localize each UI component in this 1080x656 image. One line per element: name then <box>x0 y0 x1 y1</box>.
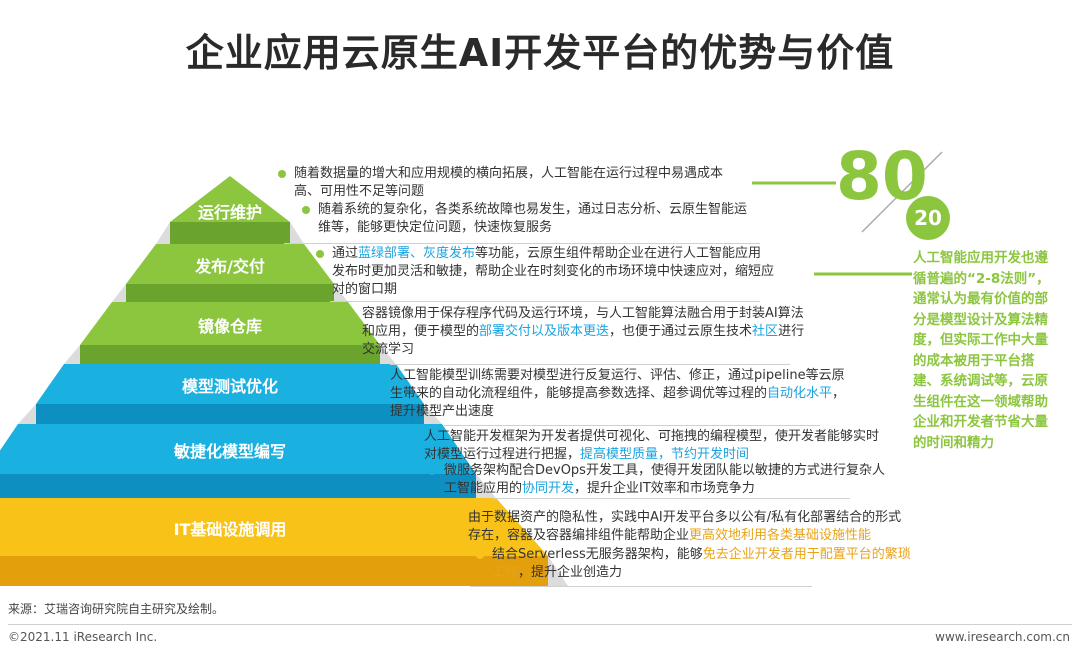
tier-description: 人工智能模型训练需要对模型进行反复运行、评估、修正，通过pipeline等云原生… <box>390 367 846 421</box>
highlight-text: 提高模型质量，节约开发时间 <box>580 447 750 462</box>
pyramid-tier-band <box>80 345 380 364</box>
pyramid-tier-band <box>0 556 548 586</box>
page-title: 企业应用云原生AI开发平台的优势与价值 <box>185 31 895 75</box>
rule-name: “2-8法则” <box>967 270 1037 287</box>
tier-divider <box>284 243 760 244</box>
description-text: ，也便于通过云原生技术 <box>609 324 753 339</box>
tier-description: 随着数据量的增大和应用规模的横向拓展，人工智能在运行过程中易遇成本高、可用性不足… <box>294 165 734 201</box>
rule-20-circle: 20 <box>906 196 950 240</box>
description-text: 人工智能模型训练需要对模型进行反复运行、评估、修正，通过pipeline等云原生… <box>390 368 845 401</box>
description-text: 人工智能开发框架为开发者提供可视化、可拖拽的编程模型，使开发者能够实时对模型运行… <box>424 429 880 462</box>
tier-divider <box>494 498 850 499</box>
description-text: ，提升企业创造力 <box>518 565 623 580</box>
description-text: 随着数据量的增大和应用规模的横向拓展，人工智能在运行过程中易遇成本高、可用性不足… <box>294 166 724 199</box>
rule-text: ，通常认为最有价值的部分是模型设计及算法精度，但实际工作中大量的成本被用于平台搭… <box>913 270 1050 451</box>
description-text: ，提升模型产出速度 <box>390 386 846 419</box>
rule-text: 人工智能应用开发也遵循普遍的 <box>913 250 1048 287</box>
tier-divider <box>390 364 790 365</box>
tier-description: 随着系统的复杂化，各类系统故障也易发生，通过日志分析、云原生智能运维等，能够更快… <box>318 201 748 237</box>
description-text: 微服务架构配合DevOps开发工具，使得开发团队能以敏捷的方式进行复杂人工智能应… <box>444 463 885 496</box>
bullet-dot <box>428 467 436 475</box>
pyramid-tier-face <box>0 424 476 474</box>
rule-80-number: 80 <box>836 138 928 215</box>
pyramid-tier-face <box>80 302 380 345</box>
tier-divider <box>470 586 812 587</box>
bullet-dot <box>374 372 382 380</box>
website-link[interactable]: www.iresearch.com.cn <box>935 630 1070 644</box>
pyramid-tier-band <box>170 222 290 244</box>
bullet-dot <box>302 206 310 214</box>
tier-divider <box>330 301 760 302</box>
pyramid-tier-label: IT基础设施调用 <box>173 520 287 539</box>
footer-divider <box>8 624 1072 625</box>
tier-description: 人工智能开发框架为开发者提供可视化、可拖拽的编程模型，使开发者能够实时对模型运行… <box>424 428 880 464</box>
highlight-text: 部署交付以及版本更迭 <box>479 324 610 339</box>
tier-description: 容器镜像用于保存程序代码及运行环境，与人工智能算法融合用于封装AI算法和应用，便… <box>362 305 812 359</box>
pyramid-tier-face <box>170 176 290 222</box>
tier-description: 结合Serverless无服务器架构，能够免去企业开发者用于配置平台的繁琐工作，… <box>492 546 918 582</box>
bullet-dot <box>316 250 324 258</box>
bullet-dot <box>408 433 416 441</box>
tier-divider <box>444 425 820 426</box>
pyramid-tier-label: 发布/交付 <box>195 257 265 276</box>
description-text: 结合Serverless无服务器架构，能够 <box>492 547 703 562</box>
rule-slash <box>861 151 943 233</box>
tier-description: 由于数据资产的隐私性，实践中AI开发平台多以公有/私有化部署结合的形式存在，容器… <box>468 509 908 545</box>
pyramid-tier-label: 敏捷化模型编写 <box>173 442 286 461</box>
rule-description: 人工智能应用开发也遵循普遍的“2-8法则”，通常认为最有价值的部分是模型设计及算… <box>913 248 1061 453</box>
pyramid-tier-face <box>126 244 334 284</box>
highlight-text: 免去企业开发者用于配置平台的繁琐工作 <box>492 547 911 580</box>
bullet-dot <box>346 310 354 318</box>
bullet-dot <box>278 170 286 178</box>
highlight-text: 更高效地利用各类基础设施性能 <box>689 528 872 543</box>
pyramid-tier-band <box>0 474 476 498</box>
description-text: 通过 <box>332 246 359 261</box>
bullet-dot <box>476 551 484 559</box>
pyramid-tier-band <box>36 404 424 424</box>
description-text: 由于数据资产的隐私性，实践中AI开发平台多以公有/私有化部署结合的形式存在，容器… <box>468 510 902 543</box>
source-note: 来源：艾瑞咨询研究院自主研究及绘制。 <box>8 602 225 616</box>
description-text: 随着系统的复杂化，各类系统故障也易发生，通过日志分析、云原生智能运维等，能够更快… <box>318 202 748 235</box>
description-text: 等功能，云原生组件帮助企业在进行人工智能应用发布时更加灵活和敏捷，帮助企业在时刻… <box>332 246 775 297</box>
description-text: 容器镜像用于保存程序代码及运行环境，与人工智能算法融合用于封装AI算法和应用，便… <box>362 306 804 339</box>
pyramid-tier-face <box>36 364 424 404</box>
pyramid-tier-face <box>0 498 548 556</box>
highlight-text: 社区 <box>752 324 779 339</box>
pyramid-tier-label: 模型测试优化 <box>181 377 278 396</box>
highlight-text: 自动化水平 <box>767 386 833 401</box>
pyramid-tier-band <box>126 284 334 302</box>
bullet-dot <box>452 514 460 522</box>
copyright: ©2021.11 iResearch Inc. <box>8 630 158 644</box>
highlight-text: 蓝绿部署、灰度发布 <box>358 246 476 261</box>
description-text: ，提升企业IT效率和市场竞争力 <box>574 481 755 496</box>
tier-description: 通过蓝绿部署、灰度发布等功能，云原生组件帮助企业在进行人工智能应用发布时更加灵活… <box>332 245 774 299</box>
tier-description: 微服务架构配合DevOps开发工具，使得开发团队能以敏捷的方式进行复杂人工智能应… <box>444 462 888 498</box>
description-text: 进行交流学习 <box>362 324 805 357</box>
pyramid-tier-label: 镜像仓库 <box>197 316 262 336</box>
highlight-text: 协同开发 <box>522 481 575 496</box>
pyramid-tier-label: 运行维护 <box>197 203 262 222</box>
